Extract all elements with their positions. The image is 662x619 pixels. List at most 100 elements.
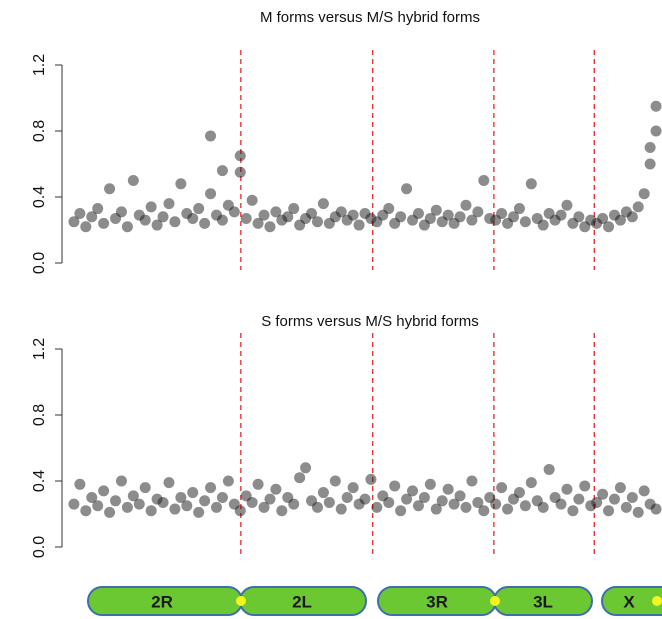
point bbox=[359, 493, 371, 505]
point bbox=[92, 500, 104, 512]
point bbox=[264, 221, 276, 233]
point bbox=[175, 492, 187, 503]
point bbox=[478, 175, 490, 186]
y-tick-label: 0.0 bbox=[31, 252, 48, 274]
point bbox=[252, 217, 264, 229]
point bbox=[193, 203, 205, 215]
point bbox=[104, 183, 116, 195]
point bbox=[175, 178, 187, 190]
point bbox=[353, 219, 365, 231]
point bbox=[169, 216, 181, 228]
chart-title: S forms versus M/S hybrid forms bbox=[261, 313, 479, 330]
point bbox=[80, 221, 92, 233]
point bbox=[472, 496, 484, 508]
y-tick-label: 1.2 bbox=[31, 54, 48, 76]
point bbox=[496, 482, 508, 494]
point bbox=[478, 505, 490, 517]
point bbox=[317, 198, 329, 210]
point bbox=[157, 211, 169, 223]
point bbox=[626, 211, 638, 223]
point bbox=[121, 221, 133, 233]
point bbox=[264, 493, 276, 505]
point bbox=[591, 496, 603, 508]
point bbox=[222, 475, 234, 487]
point bbox=[632, 506, 644, 518]
point bbox=[270, 483, 282, 495]
point bbox=[199, 217, 211, 229]
point bbox=[389, 480, 401, 492]
point bbox=[205, 130, 217, 142]
point bbox=[407, 485, 419, 497]
point bbox=[519, 500, 531, 512]
point bbox=[157, 496, 169, 508]
point bbox=[282, 211, 294, 223]
chromosome-label: 2L bbox=[292, 592, 312, 611]
point bbox=[401, 493, 413, 505]
y-tick-label: 0.4 bbox=[31, 470, 48, 492]
point bbox=[626, 492, 638, 503]
point bbox=[555, 498, 567, 510]
point bbox=[169, 503, 181, 515]
y-tick-label: 1.2 bbox=[31, 338, 48, 360]
point bbox=[317, 487, 329, 499]
point bbox=[460, 501, 472, 513]
point bbox=[579, 480, 591, 492]
point bbox=[513, 487, 525, 499]
point bbox=[193, 506, 205, 518]
point bbox=[430, 204, 442, 216]
point bbox=[537, 219, 549, 231]
point bbox=[448, 498, 460, 510]
point bbox=[216, 492, 228, 503]
point bbox=[555, 209, 567, 221]
point bbox=[199, 495, 211, 507]
point bbox=[258, 209, 270, 221]
point bbox=[151, 219, 163, 231]
point bbox=[561, 483, 573, 495]
point bbox=[525, 178, 537, 190]
point bbox=[258, 501, 270, 513]
point bbox=[145, 201, 157, 213]
point bbox=[365, 473, 377, 485]
point bbox=[412, 500, 424, 512]
point bbox=[644, 142, 656, 153]
point bbox=[573, 493, 585, 505]
point bbox=[466, 214, 478, 226]
point bbox=[543, 463, 555, 475]
point bbox=[603, 221, 615, 233]
point bbox=[638, 485, 650, 497]
point bbox=[216, 214, 228, 226]
point bbox=[68, 498, 80, 510]
point bbox=[561, 199, 573, 211]
point bbox=[454, 490, 466, 502]
point bbox=[228, 206, 240, 218]
point bbox=[650, 125, 662, 137]
point bbox=[597, 212, 609, 224]
y-tick-label: 0.4 bbox=[31, 186, 48, 208]
point bbox=[127, 175, 139, 186]
point bbox=[323, 496, 335, 508]
centromere bbox=[236, 596, 246, 606]
point bbox=[294, 472, 306, 484]
point bbox=[496, 208, 508, 219]
point bbox=[216, 165, 228, 177]
point bbox=[460, 199, 472, 211]
point bbox=[145, 505, 157, 517]
point bbox=[115, 206, 127, 218]
point bbox=[181, 500, 193, 512]
chart-title: M forms versus M/S hybrid forms bbox=[260, 9, 480, 26]
point bbox=[98, 485, 110, 497]
centromere bbox=[490, 596, 500, 606]
point bbox=[442, 209, 454, 221]
point bbox=[252, 478, 264, 490]
point bbox=[632, 201, 644, 213]
point bbox=[525, 477, 537, 489]
point bbox=[311, 501, 323, 513]
y-tick-label: 0.8 bbox=[31, 120, 48, 142]
point bbox=[276, 505, 288, 517]
point bbox=[597, 488, 609, 500]
point bbox=[163, 477, 175, 489]
point bbox=[620, 501, 632, 513]
point bbox=[573, 211, 585, 223]
point bbox=[127, 490, 139, 502]
